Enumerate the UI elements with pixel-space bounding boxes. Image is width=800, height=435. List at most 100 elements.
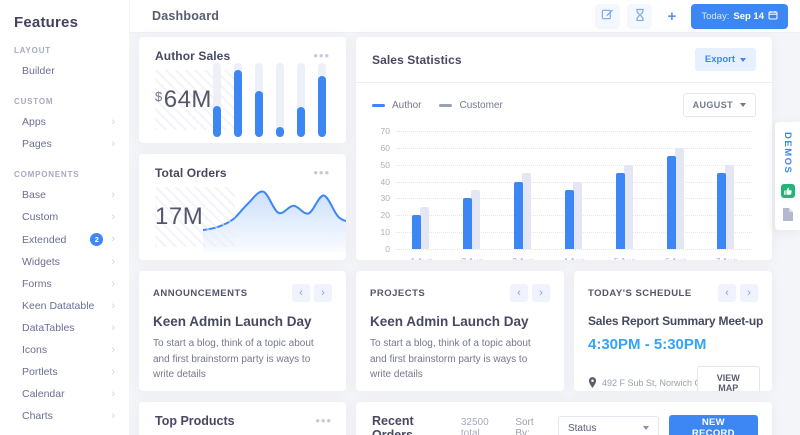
divider: [356, 82, 772, 83]
mini-bar-track: [213, 63, 221, 137]
sidebar-item-apps[interactable]: Apps ›: [14, 111, 117, 133]
x-axis-label: 5 Aug: [603, 256, 647, 260]
sort-by-label: Sort By:: [515, 417, 534, 435]
next-button[interactable]: ›: [740, 284, 758, 302]
author-bar: [564, 190, 574, 249]
legend-swatch: [372, 103, 385, 107]
chevron-right-icon: ›: [111, 188, 115, 201]
mini-bar-fill: [297, 107, 305, 137]
customer-bar: [623, 164, 633, 249]
total-orders-value: 17M: [155, 185, 235, 249]
main-area: Dashboard: [130, 0, 800, 435]
gridline: [396, 164, 752, 166]
mini-bar-track: [297, 63, 305, 137]
sidebar-nav: LAYOUT Builder CUSTOM Apps › Pages › COMPONENTS…: [14, 46, 117, 427]
status-select[interactable]: Status: [557, 415, 659, 435]
count-badge: 2: [90, 233, 104, 246]
announcements-card: ANNOUNCEMENTS ‹ › Keen Admin Launch Day …: [139, 271, 346, 391]
x-axis-label: 7 Aug: [704, 256, 748, 260]
author-sales-value: $64M: [155, 68, 235, 132]
sidebar-item-extended[interactable]: Extended 2 ›: [14, 228, 117, 251]
project-body: To start a blog, think of a topic about …: [370, 338, 531, 380]
author-bar: [463, 198, 473, 249]
author-bar: [666, 156, 676, 249]
ellipsis-menu-icon[interactable]: •••: [315, 412, 332, 428]
gridline: [396, 249, 752, 250]
bar-group-3-aug: [501, 131, 545, 249]
schedule-address: 492 F Sub St, Norwich CT...: [602, 378, 697, 388]
chevron-right-icon: ›: [111, 387, 115, 400]
note-edit-button[interactable]: [595, 3, 621, 29]
legend-item-author[interactable]: Author: [372, 100, 421, 111]
sidebar-item-portlets[interactable]: Portlets ›: [14, 361, 117, 383]
author-sales-mini-bar-chart: [213, 63, 326, 137]
sidebar-item-base[interactable]: Base ›: [14, 184, 117, 206]
prev-button[interactable]: ‹: [510, 284, 528, 302]
view-map-button[interactable]: VIEW MAP: [696, 366, 760, 391]
bar-group-2-aug: [450, 131, 494, 249]
next-button[interactable]: ›: [314, 284, 332, 302]
announcements-label: ANNOUNCEMENTS: [153, 287, 248, 299]
chevron-right-icon: ›: [111, 299, 115, 312]
top-products-title: Top Products: [155, 414, 235, 428]
chevron-right-icon: ›: [111, 255, 115, 268]
sidebar-item-widgets[interactable]: Widgets ›: [14, 251, 117, 273]
today-date-button[interactable]: Today: Sep 14: [691, 3, 788, 29]
sidebar-item-label: Icons: [22, 344, 48, 356]
month-dropdown[interactable]: AUGUST: [682, 93, 756, 117]
hourglass-button[interactable]: [627, 3, 653, 29]
gridline: [396, 131, 752, 132]
next-button[interactable]: ›: [532, 284, 550, 302]
recent-orders-total: 32500 total: [460, 417, 489, 435]
mini-bar-fill: [234, 70, 242, 137]
thumbs-up-icon[interactable]: [780, 183, 795, 198]
new-record-button[interactable]: NEW RECORD: [668, 415, 758, 435]
sidebar-item-builder[interactable]: Builder: [14, 60, 117, 82]
calendar-icon: [768, 10, 778, 23]
add-button[interactable]: +: [659, 4, 684, 29]
bar-group-5-aug: [603, 131, 647, 249]
bar-group-7-aug: [704, 131, 748, 249]
chevron-right-icon: ›: [111, 115, 115, 128]
legend-item-customer[interactable]: Customer: [439, 100, 503, 111]
schedule-label: TODAY'S SCHEDULE: [588, 287, 692, 299]
prev-button[interactable]: ‹: [292, 284, 310, 302]
sales-statistics-card: Sales Statistics Export Author: [356, 37, 772, 260]
sidebar-item-pages[interactable]: Pages ›: [14, 133, 117, 155]
chevron-right-icon: ›: [111, 343, 115, 356]
sidebar-item-label: Custom: [22, 211, 59, 223]
ellipsis-menu-icon[interactable]: •••: [313, 47, 330, 63]
sidebar-item-label: Extended: [22, 233, 67, 246]
project-title: Keen Admin Launch Day: [370, 314, 529, 329]
sidebar-item-keen-datatable[interactable]: Keen Datatable ›: [14, 295, 117, 317]
sidebar-item-label: Keen Datatable: [22, 300, 95, 312]
recent-orders-card: Recent Orders 32500 total Sort By: Statu…: [356, 402, 772, 435]
chart-legend: Author Customer: [372, 100, 503, 111]
x-axis-label: 3 Aug: [501, 256, 545, 260]
schedule-title: Sales Report Summary Meet-up: [588, 314, 764, 328]
sidebar-item-icons[interactable]: Icons ›: [14, 339, 117, 361]
file-icon[interactable]: [780, 207, 795, 222]
chevron-right-icon: ›: [111, 321, 115, 334]
sidebar-item-datatables[interactable]: DataTables ›: [14, 317, 117, 339]
demos-panel[interactable]: DEMOS: [775, 122, 800, 231]
sidebar-item-label: Calendar: [22, 388, 65, 400]
today-label: Today:: [701, 10, 730, 22]
sidebar-item-charts[interactable]: Charts ›: [14, 405, 117, 427]
y-axis-tick: 50: [380, 159, 390, 170]
chevron-right-icon: ›: [111, 210, 115, 223]
author-bar: [514, 181, 524, 249]
total-orders-title: Total Orders: [155, 166, 227, 180]
page-title: Dashboard: [152, 9, 220, 23]
sidebar-item-custom[interactable]: Custom ›: [14, 206, 117, 228]
y-axis-tick: 10: [380, 227, 390, 238]
prev-button[interactable]: ‹: [718, 284, 736, 302]
sidebar-item-label: Portlets: [22, 366, 58, 378]
sidebar-item-forms[interactable]: Forms ›: [14, 273, 117, 295]
sidebar-item-label: Forms: [22, 278, 52, 290]
sidebar-section-label: LAYOUT: [14, 46, 51, 55]
ellipsis-menu-icon[interactable]: •••: [313, 164, 330, 180]
export-button[interactable]: Export: [694, 48, 756, 71]
sidebar-item-calendar[interactable]: Calendar ›: [14, 383, 117, 405]
schedule-time: 4:30PM - 5:30PM: [588, 336, 707, 353]
